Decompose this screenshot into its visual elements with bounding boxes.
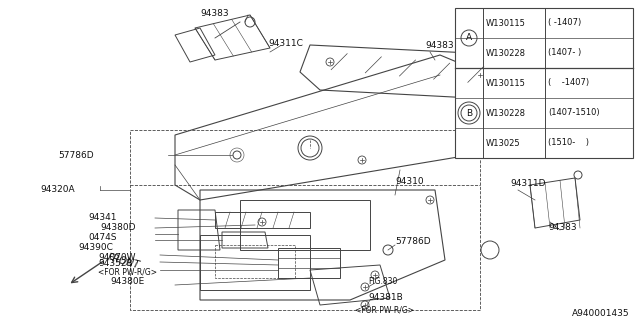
Text: 94352B: 94352B — [98, 260, 132, 268]
Text: 0474S: 0474S — [88, 234, 116, 243]
Text: ( -1407): ( -1407) — [548, 19, 581, 28]
Text: (1407-1510): (1407-1510) — [548, 108, 600, 117]
Text: 94381B: 94381B — [368, 292, 403, 301]
Text: (    -1407): ( -1407) — [548, 78, 589, 87]
Text: 94311D: 94311D — [510, 179, 545, 188]
Text: W130228: W130228 — [486, 108, 526, 117]
Text: 94383: 94383 — [548, 223, 577, 233]
Text: 94380D: 94380D — [100, 223, 136, 233]
Text: 94380E: 94380E — [110, 277, 144, 286]
Text: W130115: W130115 — [486, 78, 526, 87]
Text: W13025: W13025 — [486, 139, 520, 148]
Text: <FOR PW-R/G>: <FOR PW-R/G> — [355, 306, 414, 315]
Text: W130228: W130228 — [486, 49, 526, 58]
Text: 94341: 94341 — [88, 213, 116, 222]
Text: 57786D: 57786D — [395, 237, 431, 246]
Text: 94390C: 94390C — [78, 244, 113, 252]
Text: <FOR PW-R/G>: <FOR PW-R/G> — [98, 268, 157, 276]
Text: FRONT: FRONT — [107, 252, 141, 270]
Text: B: B — [466, 108, 472, 117]
Text: W130115: W130115 — [486, 19, 526, 28]
Text: 57786D: 57786D — [58, 150, 93, 159]
Text: 94311C: 94311C — [268, 39, 303, 49]
Bar — [455, 8, 633, 158]
Text: A: A — [466, 34, 472, 43]
Text: FIG.830: FIG.830 — [368, 277, 397, 286]
Text: (1407- ): (1407- ) — [548, 49, 581, 58]
Text: 94310: 94310 — [395, 178, 424, 187]
Text: 94070W: 94070W — [98, 253, 136, 262]
Text: 94383: 94383 — [425, 41, 454, 50]
Text: 94383: 94383 — [200, 9, 228, 18]
Text: (1510-    ): (1510- ) — [548, 139, 589, 148]
Text: A940001435: A940001435 — [572, 308, 630, 317]
Text: 94320A: 94320A — [40, 186, 75, 195]
